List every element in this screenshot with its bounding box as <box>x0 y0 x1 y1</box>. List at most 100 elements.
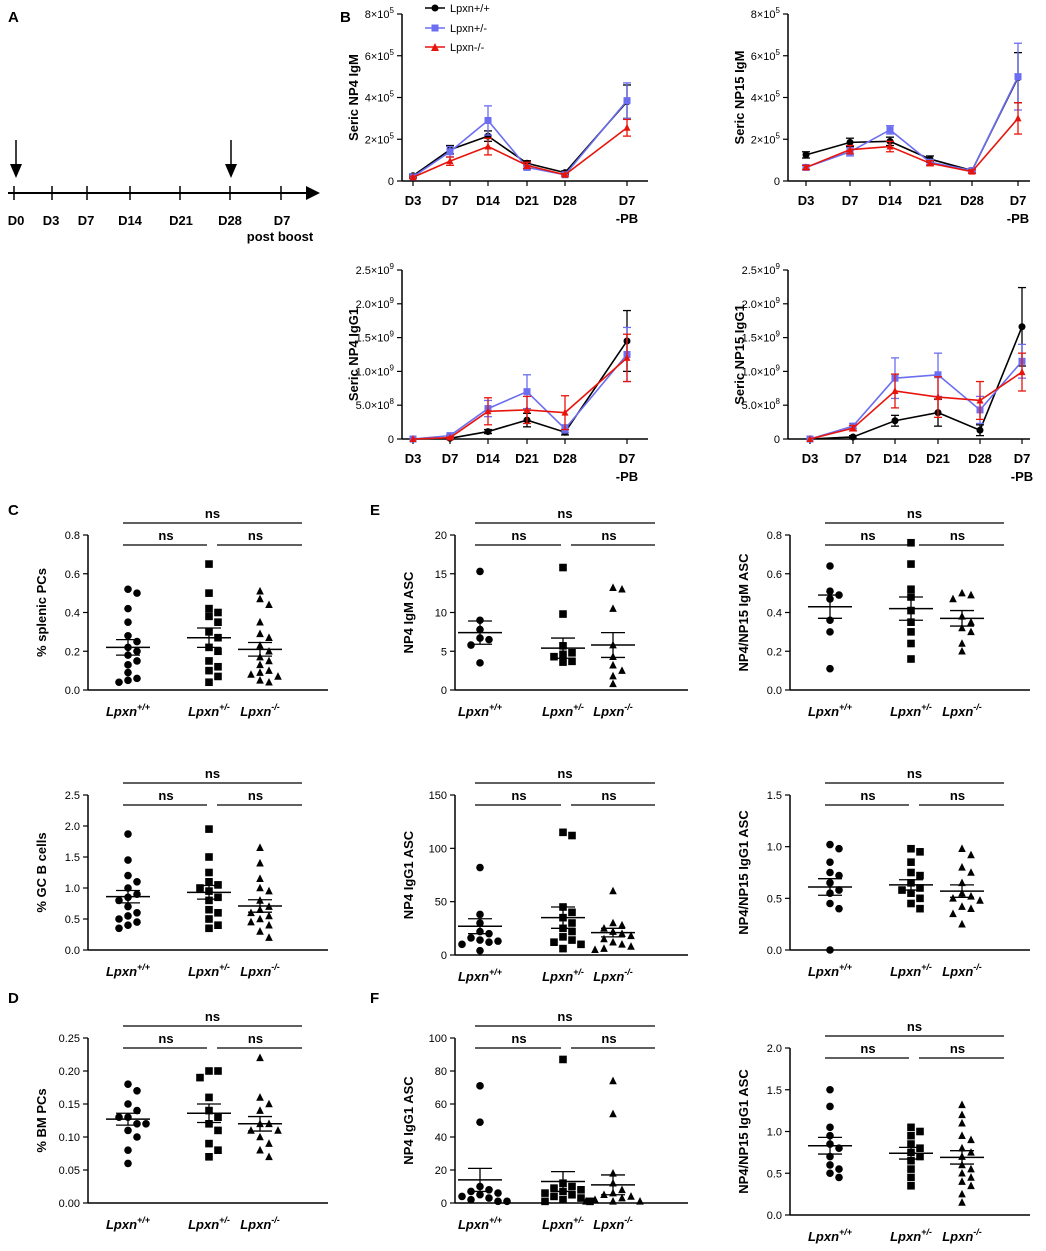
data-point <box>846 138 854 146</box>
data-point <box>265 633 273 641</box>
data-point <box>265 666 273 674</box>
y-tick-label: 5.0×108 <box>742 397 781 412</box>
data-point <box>124 902 132 911</box>
data-point <box>976 426 984 434</box>
significance-label: ns <box>205 1009 220 1024</box>
data-point <box>958 863 966 871</box>
category-label: Lpxn+/+ <box>458 967 503 984</box>
significance-label: ns <box>205 506 220 521</box>
data-point <box>205 666 213 675</box>
data-point <box>568 908 576 917</box>
data-point <box>503 1197 511 1206</box>
y-tick-label: 0 <box>774 176 780 188</box>
y-axis-label: NP4/NP15 IgG1 ASC <box>736 1069 751 1194</box>
data-point <box>835 886 843 894</box>
y-tick-label: 0.5 <box>767 893 782 905</box>
data-point <box>886 126 894 134</box>
data-point <box>802 151 810 159</box>
y-tick-label: 1.0 <box>65 883 80 895</box>
data-point <box>826 1102 834 1111</box>
x-tick-label: D21 <box>926 451 950 466</box>
data-point <box>826 899 834 908</box>
y-axis-label: NP4/NP15 IgM ASC <box>736 553 751 672</box>
data-point <box>484 142 492 150</box>
data-point <box>265 646 273 655</box>
x-tick-label: -PB <box>1011 469 1033 484</box>
data-point <box>967 617 975 626</box>
data-point <box>256 1106 264 1114</box>
injection-arrowhead <box>10 164 22 178</box>
significance-label: ns <box>601 528 616 543</box>
significance-label: ns <box>511 528 526 543</box>
y-tick-label: 8×105 <box>751 6 781 21</box>
category-label: Lpxn-/- <box>240 1215 280 1232</box>
category-label: Lpxn-/- <box>593 967 633 984</box>
y-tick-label: 0.5 <box>65 914 80 926</box>
legend-label-wt: Lpxn+/+ <box>450 3 490 15</box>
data-point <box>568 936 576 944</box>
x-tick-label: D3 <box>802 451 819 466</box>
data-point <box>214 618 222 626</box>
data-point <box>256 676 264 684</box>
data-point <box>559 933 567 941</box>
significance-label: ns <box>511 1031 526 1046</box>
data-point <box>976 896 984 904</box>
data-point <box>205 878 213 886</box>
data-point <box>835 904 843 913</box>
data-point <box>907 1131 915 1140</box>
data-point <box>600 944 608 952</box>
category-label: Lpxn+/+ <box>808 962 853 979</box>
data-point <box>124 676 132 685</box>
category-label: Lpxn+/- <box>890 962 932 979</box>
data-point <box>205 896 213 905</box>
data-point <box>484 116 492 124</box>
data-point <box>591 1195 599 1203</box>
data-point <box>265 1139 273 1147</box>
y-tick-label: 0 <box>441 1198 447 1210</box>
y-tick-label: 0.0 <box>65 945 80 957</box>
data-point <box>967 904 975 912</box>
data-point <box>205 560 213 568</box>
data-point <box>559 828 567 837</box>
x-tick-label: D3 <box>405 451 422 466</box>
chart-c2: 0.0 0.5 1.0 1.5 2.0 2.5 % GC B cells Lpxn+/+ Lpx… <box>34 766 328 979</box>
data-point <box>958 1168 966 1177</box>
series-line <box>809 371 1023 440</box>
data-point <box>550 1184 558 1192</box>
y-tick-label: 0.4 <box>65 608 80 620</box>
y-tick-label: 100 <box>429 1033 447 1045</box>
data-point <box>907 1173 915 1182</box>
category-label: Lpxn-/- <box>240 962 280 979</box>
y-tick-label: 1.0 <box>767 842 782 854</box>
data-point <box>205 1120 213 1128</box>
data-point <box>568 657 576 666</box>
data-point <box>458 940 466 949</box>
y-tick-label: 60 <box>435 1099 447 1111</box>
data-point <box>256 586 264 595</box>
y-axis-label: Seric NP15 IgG1 <box>732 304 747 404</box>
significance-label: ns <box>907 506 922 521</box>
data-point <box>916 884 924 892</box>
data-point <box>826 1161 834 1169</box>
data-point <box>907 585 915 594</box>
data-point <box>907 655 915 663</box>
data-point <box>967 891 975 900</box>
data-point <box>124 921 132 929</box>
data-point <box>559 563 567 572</box>
data-point <box>274 1126 282 1134</box>
data-point <box>949 594 957 603</box>
data-point <box>1014 73 1022 81</box>
category-label: Lpxn+/- <box>188 962 230 979</box>
data-point <box>627 931 635 940</box>
category-label: Lpxn+/+ <box>808 702 853 719</box>
data-point <box>256 1093 264 1101</box>
data-point <box>214 893 222 902</box>
data-point <box>958 1177 966 1185</box>
x-tick-label: D21 <box>515 193 539 208</box>
chart-b3: 0 5.0×108 1.0×109 1.5×109 2.0×109 2.5×109 Seri… <box>346 262 648 484</box>
data-point <box>523 388 531 396</box>
timeline-label-post-boost: post boost <box>247 229 314 244</box>
series-line <box>412 357 628 440</box>
data-point <box>115 924 123 933</box>
data-point <box>133 878 141 886</box>
